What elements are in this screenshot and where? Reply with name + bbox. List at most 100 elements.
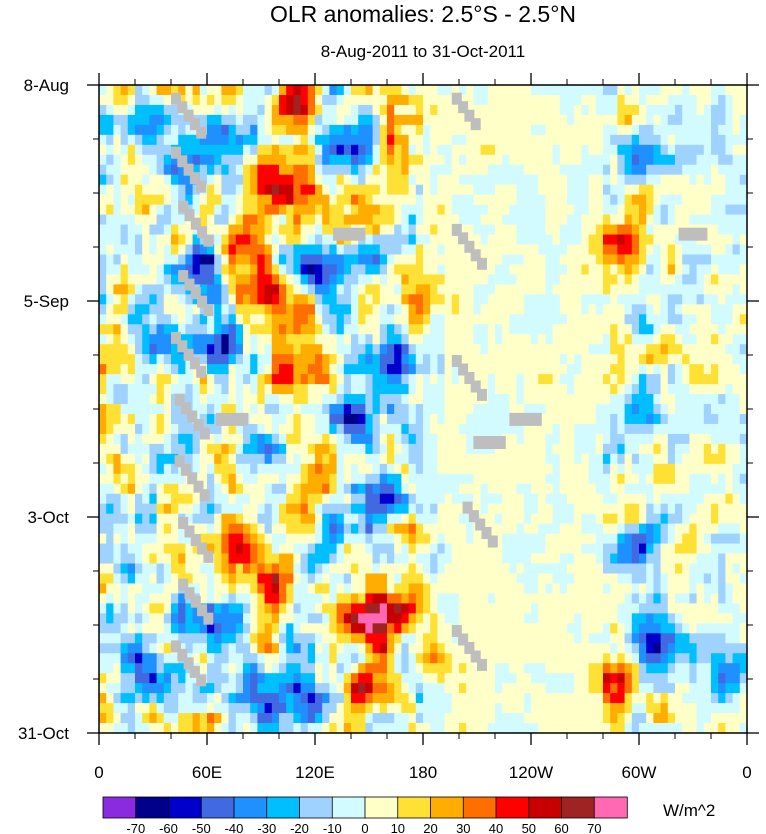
field-cell: [466, 214, 474, 226]
field-cell: [430, 613, 438, 624]
field-cell: [199, 104, 208, 116]
field-cell: [214, 443, 222, 455]
field-cell: [106, 553, 114, 565]
field-cell: [113, 573, 122, 585]
field-cell: [552, 294, 561, 305]
field-cell: [502, 364, 510, 375]
field-cell: [120, 204, 129, 216]
field-cell: [120, 184, 129, 196]
field-cell: [142, 104, 150, 116]
field-cell: [163, 413, 172, 425]
field-cell: [293, 443, 302, 455]
field-cell: [127, 124, 136, 136]
field-cell: [221, 164, 230, 176]
field-cell: [257, 633, 266, 644]
field-cell: [286, 354, 294, 365]
field-cell: [243, 374, 251, 385]
field-cell: [415, 94, 424, 106]
field-cell: [358, 374, 366, 385]
field-cell: [358, 304, 366, 315]
field-cell: [603, 314, 611, 325]
field-cell: [171, 124, 179, 136]
field-cell: [473, 224, 482, 236]
field-cell: [358, 483, 366, 495]
field-cell: [192, 503, 201, 515]
field-cell: [142, 543, 150, 555]
field-cell: [192, 463, 201, 475]
field-cell: [207, 433, 215, 445]
field-cell: [307, 453, 316, 465]
field-cell: [689, 463, 698, 475]
field-cell: [300, 114, 309, 126]
field-cell: [523, 583, 532, 595]
field-cell: [178, 613, 186, 624]
field-cell: [423, 164, 431, 176]
field-cell: [552, 284, 561, 295]
field-cell: [559, 104, 568, 116]
field-cell: [430, 274, 438, 285]
field-cell: [135, 563, 143, 575]
field-cell: [401, 114, 410, 126]
field-cell: [214, 344, 222, 355]
field-cell: [401, 174, 410, 186]
field-cell: [264, 224, 273, 236]
field-cell: [199, 85, 208, 96]
field-cell: [646, 244, 654, 256]
field-cell: [718, 234, 726, 246]
field-cell: [300, 304, 309, 315]
field-cell: [725, 114, 734, 126]
field-cell: [739, 573, 748, 585]
field-cell: [444, 623, 453, 634]
field-cell: [739, 394, 748, 405]
field-cell: [567, 423, 575, 435]
field-cell: [271, 553, 280, 565]
field-cell: [509, 254, 518, 266]
field-cell: [639, 164, 647, 176]
field-cell: [603, 374, 611, 385]
field-cell: [538, 384, 546, 395]
field-cell: [538, 583, 546, 595]
field-cell: [653, 453, 662, 465]
field-cell: [574, 613, 582, 624]
field-cell: [351, 493, 359, 505]
field-cell: [315, 473, 323, 485]
field-cell: [250, 523, 258, 535]
field-cell: [99, 94, 107, 106]
field-cell: [387, 433, 395, 445]
field-cell: [142, 623, 150, 634]
field-cell: [631, 354, 640, 365]
field-cell: [279, 533, 287, 545]
field-cell: [171, 553, 179, 565]
field-cell: [127, 433, 136, 445]
field-cell: [538, 114, 546, 126]
field-cell: [300, 284, 309, 295]
field-cell: [221, 483, 230, 495]
field-cell: [120, 423, 129, 435]
field-cell: [703, 274, 712, 285]
field-cell: [667, 334, 676, 345]
field-cell: [682, 194, 690, 206]
field-cell: [300, 134, 309, 146]
field-cell: [639, 344, 647, 355]
field-cell: [207, 623, 215, 634]
field-cell: [603, 513, 611, 525]
field-cell: [207, 314, 215, 325]
field-cell: [581, 134, 590, 146]
field-cell: [675, 254, 683, 266]
field-cell: [307, 184, 316, 196]
field-cell: [711, 384, 719, 395]
field-cell: [487, 573, 496, 585]
field-cell: [516, 324, 525, 335]
field-cell: [293, 364, 302, 375]
field-cell: [192, 513, 201, 525]
field-cell: [689, 284, 698, 295]
field-cell: [473, 85, 482, 96]
field-cell: [235, 214, 244, 226]
field-cell: [372, 354, 381, 365]
field-cell: [185, 94, 194, 106]
field-cell: [228, 284, 237, 295]
field-cell: [502, 613, 510, 624]
field-cell: [336, 124, 345, 136]
field-cell: [639, 523, 647, 535]
field-cell: [631, 324, 640, 335]
